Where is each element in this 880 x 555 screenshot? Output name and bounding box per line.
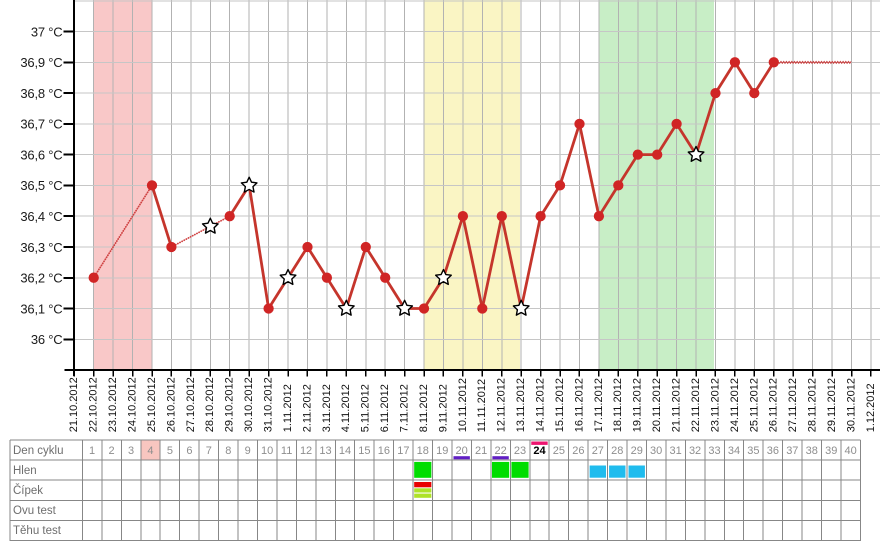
svg-text:11.11.2012: 11.11.2012 [476, 379, 488, 432]
svg-text:14: 14 [339, 445, 351, 457]
svg-text:Těhu test: Těhu test [13, 525, 62, 537]
svg-text:19.11.2012: 19.11.2012 [632, 378, 644, 432]
svg-text:Ovu test: Ovu test [13, 505, 57, 517]
svg-text:8.11.2012: 8.11.2012 [418, 384, 430, 432]
svg-text:25.10.2012: 25.10.2012 [146, 377, 158, 432]
svg-text:36,6 °C: 36,6 °C [20, 147, 62, 162]
svg-text:24: 24 [533, 445, 546, 457]
svg-text:23: 23 [514, 445, 526, 457]
svg-text:28: 28 [611, 445, 623, 457]
svg-text:40: 40 [845, 445, 857, 457]
svg-text:18.11.2012: 18.11.2012 [612, 378, 624, 432]
svg-text:29.10.2012: 29.10.2012 [224, 377, 236, 432]
svg-text:6: 6 [186, 445, 192, 457]
svg-text:26.11.2012: 26.11.2012 [768, 378, 780, 432]
svg-text:36: 36 [767, 445, 779, 457]
svg-text:22: 22 [494, 445, 506, 457]
svg-text:4.11.2012: 4.11.2012 [340, 384, 352, 432]
svg-text:7: 7 [206, 445, 212, 457]
svg-text:18: 18 [417, 445, 429, 457]
svg-text:36,5 °C: 36,5 °C [20, 178, 62, 193]
svg-text:24.11.2012: 24.11.2012 [729, 378, 741, 432]
svg-text:19: 19 [436, 445, 448, 457]
svg-text:4: 4 [147, 445, 153, 457]
svg-text:14.11.2012: 14.11.2012 [535, 378, 547, 432]
svg-text:16.11.2012: 16.11.2012 [573, 378, 585, 432]
svg-text:9: 9 [245, 445, 251, 457]
svg-text:27.11.2012: 27.11.2012 [787, 378, 799, 432]
svg-text:22.10.2012: 22.10.2012 [88, 377, 100, 432]
svg-text:20.11.2012: 20.11.2012 [651, 378, 663, 432]
svg-text:21: 21 [475, 445, 487, 457]
svg-text:39: 39 [825, 445, 837, 457]
svg-text:5: 5 [167, 445, 173, 457]
svg-text:2: 2 [109, 445, 115, 457]
svg-text:11: 11 [281, 445, 292, 457]
svg-text:8: 8 [225, 445, 231, 457]
svg-text:33: 33 [708, 445, 720, 457]
svg-text:26: 26 [572, 445, 584, 457]
svg-text:Čípek: Čípek [13, 484, 43, 497]
svg-text:Den cyklu: Den cyklu [13, 445, 64, 457]
svg-text:1: 1 [89, 445, 95, 457]
svg-text:28.11.2012: 28.11.2012 [807, 378, 819, 432]
svg-text:13: 13 [319, 445, 331, 457]
svg-text:29.11.2012: 29.11.2012 [826, 378, 838, 432]
svg-text:34: 34 [728, 445, 740, 457]
svg-text:36,2 °C: 36,2 °C [20, 271, 62, 286]
svg-text:7.11.2012: 7.11.2012 [399, 384, 411, 432]
svg-text:27: 27 [592, 445, 604, 457]
svg-text:22.11.2012: 22.11.2012 [690, 378, 702, 432]
svg-text:37 °C: 37 °C [31, 24, 63, 39]
svg-text:30.10.2012: 30.10.2012 [243, 377, 255, 432]
svg-text:20: 20 [456, 445, 468, 457]
svg-text:1.12.2012: 1.12.2012 [865, 383, 877, 432]
svg-text:35: 35 [747, 445, 759, 457]
svg-text:2.11.2012: 2.11.2012 [301, 384, 313, 432]
svg-text:3.11.2012: 3.11.2012 [321, 384, 333, 432]
svg-text:36,4 °C: 36,4 °C [20, 209, 62, 224]
svg-text:36,8 °C: 36,8 °C [20, 86, 62, 101]
svg-text:32: 32 [689, 445, 701, 457]
svg-text:36,7 °C: 36,7 °C [20, 117, 62, 132]
svg-text:29: 29 [631, 445, 643, 457]
svg-text:21.11.2012: 21.11.2012 [671, 378, 683, 432]
svg-text:17: 17 [397, 445, 409, 457]
svg-text:17.11.2012: 17.11.2012 [593, 378, 605, 432]
svg-text:23.11.2012: 23.11.2012 [709, 378, 721, 432]
svg-text:15: 15 [358, 445, 370, 457]
svg-text:12.11.2012: 12.11.2012 [496, 378, 508, 432]
svg-text:10: 10 [261, 445, 273, 457]
svg-text:28.10.2012: 28.10.2012 [204, 377, 216, 432]
svg-text:38: 38 [806, 445, 818, 457]
svg-text:36,3 °C: 36,3 °C [20, 240, 62, 255]
svg-text:26.10.2012: 26.10.2012 [165, 377, 177, 432]
svg-text:25.11.2012: 25.11.2012 [748, 378, 760, 432]
svg-text:21.10.2012: 21.10.2012 [68, 377, 80, 432]
svg-text:36 °C: 36 °C [31, 332, 63, 347]
svg-text:15.11.2012: 15.11.2012 [554, 378, 566, 432]
svg-text:5.11.2012: 5.11.2012 [360, 384, 372, 432]
svg-text:31.10.2012: 31.10.2012 [263, 377, 275, 432]
svg-text:10.11.2012: 10.11.2012 [457, 378, 469, 432]
svg-text:37: 37 [786, 445, 798, 457]
svg-text:1.11.2012: 1.11.2012 [282, 384, 294, 432]
svg-text:23.10.2012: 23.10.2012 [107, 377, 119, 432]
svg-text:12: 12 [300, 445, 312, 457]
svg-text:30.11.2012: 30.11.2012 [845, 378, 857, 432]
svg-text:31: 31 [669, 445, 681, 457]
svg-text:Hlen: Hlen [13, 465, 37, 477]
svg-text:9.11.2012: 9.11.2012 [437, 384, 449, 432]
svg-text:25: 25 [553, 445, 565, 457]
svg-text:6.11.2012: 6.11.2012 [379, 384, 391, 432]
svg-text:16: 16 [378, 445, 390, 457]
svg-text:30: 30 [650, 445, 662, 457]
svg-text:24.10.2012: 24.10.2012 [126, 377, 138, 432]
svg-text:36,1 °C: 36,1 °C [20, 301, 62, 316]
svg-text:3: 3 [128, 445, 134, 457]
svg-text:13.11.2012: 13.11.2012 [515, 378, 527, 432]
svg-text:36,9 °C: 36,9 °C [20, 55, 62, 70]
svg-text:27.10.2012: 27.10.2012 [185, 377, 197, 432]
